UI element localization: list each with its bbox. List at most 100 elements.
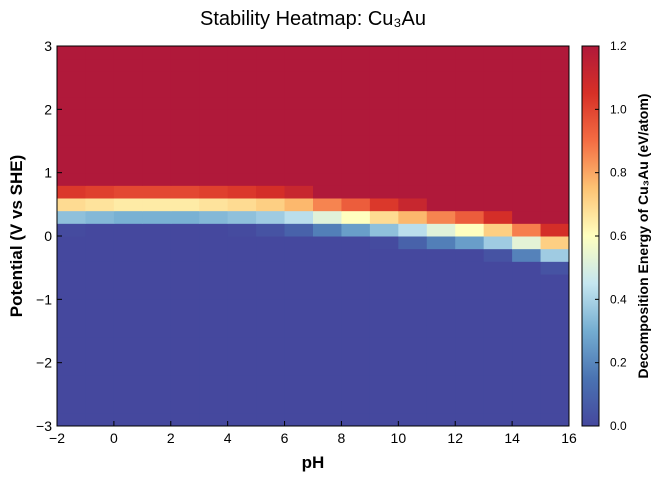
heatmap-cell	[341, 210, 371, 224]
heatmap-cell	[540, 198, 570, 212]
heatmap-cell	[284, 312, 314, 326]
heatmap-cell	[398, 172, 428, 186]
heatmap-cell	[369, 58, 399, 72]
colorbar-tick-label: 0.6	[610, 229, 627, 243]
heatmap-cell	[227, 160, 257, 174]
heatmap-cell	[455, 109, 485, 123]
heatmap-cell	[313, 274, 342, 288]
heatmap-cell	[142, 185, 172, 199]
heatmap-cell	[398, 198, 428, 212]
heatmap-cell	[284, 299, 314, 313]
heatmap-cell	[540, 248, 570, 262]
heatmap-cell	[256, 375, 286, 389]
heatmap-cell	[483, 96, 513, 110]
heatmap-cell	[256, 312, 286, 326]
heatmap-cell	[540, 185, 570, 199]
heatmap-cell	[369, 350, 399, 364]
heatmap-cell	[227, 324, 257, 338]
heatmap-cell	[170, 388, 200, 402]
heatmap-cell	[369, 236, 399, 250]
heatmap-cell	[85, 147, 115, 161]
heatmap-cell	[170, 122, 200, 136]
heatmap-cell	[113, 223, 143, 237]
heatmap-cell	[398, 375, 428, 389]
heatmap-cell	[455, 350, 485, 364]
heatmap-cell	[199, 286, 229, 300]
heatmap-cell	[284, 122, 314, 136]
heatmap-cell	[483, 362, 513, 376]
heatmap-cell	[85, 210, 115, 224]
heatmap-cell	[540, 337, 570, 351]
heatmap-cell	[512, 58, 542, 72]
heatmap-cell	[142, 58, 172, 72]
heatmap-cell	[227, 312, 257, 326]
heatmap-cell	[398, 134, 428, 148]
heatmap-cell	[540, 312, 570, 326]
heatmap-cell	[113, 185, 143, 199]
heatmap-cell	[483, 350, 513, 364]
heatmap-cell	[113, 160, 143, 174]
heatmap-cell	[341, 286, 371, 300]
heatmap-cell	[256, 198, 286, 212]
heatmap-cell	[341, 236, 371, 250]
heatmap-cell	[426, 46, 456, 60]
heatmap-cell	[483, 248, 513, 262]
heatmap-cell	[199, 185, 229, 199]
heatmap-cell	[455, 362, 485, 376]
heatmap-cell	[540, 324, 570, 338]
heatmap-cell	[227, 248, 257, 262]
heatmap-cell	[540, 96, 570, 110]
heatmap-cell	[398, 223, 428, 237]
heatmap-cell	[113, 400, 143, 414]
heatmap-cell	[85, 185, 115, 199]
heatmap-cell	[199, 147, 229, 161]
heatmap-cell	[142, 286, 172, 300]
heatmap-cell	[398, 261, 428, 275]
heatmap-cell	[398, 185, 428, 199]
heatmap-cell	[369, 84, 399, 98]
heatmap-cell	[256, 362, 286, 376]
heatmap-cell	[426, 147, 456, 161]
x-tick-label: 4	[224, 430, 232, 446]
heatmap-cell	[85, 413, 115, 427]
heatmap-cell	[284, 185, 314, 199]
heatmap-cell	[85, 172, 115, 186]
heatmap-cell	[512, 134, 542, 148]
heatmap-cell	[341, 147, 371, 161]
heatmap-cell	[540, 147, 570, 161]
heatmap-cell	[227, 84, 257, 98]
heatmap-cell	[341, 248, 371, 262]
heatmap-cell	[483, 261, 513, 275]
heatmap-cell	[455, 96, 485, 110]
heatmap-cell	[284, 388, 314, 402]
heatmap-cell	[142, 46, 172, 60]
heatmap-cell	[284, 375, 314, 389]
heatmap-cell	[284, 109, 314, 123]
heatmap-cell	[398, 147, 428, 161]
heatmap-cell	[369, 312, 399, 326]
heatmap-cell	[199, 210, 229, 224]
heatmap-cell	[284, 362, 314, 376]
heatmap-cell	[227, 172, 257, 186]
heatmap-cell	[170, 236, 200, 250]
heatmap-cell	[113, 122, 143, 136]
heatmap-cell	[256, 58, 286, 72]
heatmap-cell	[170, 248, 200, 262]
heatmap-cell	[369, 185, 399, 199]
heatmap-cell	[57, 96, 86, 110]
heatmap-cell	[341, 84, 371, 98]
heatmap-cell	[170, 198, 200, 212]
heatmap-cell	[199, 400, 229, 414]
heatmap-cell	[57, 223, 86, 237]
x-tick-label: 6	[281, 430, 289, 446]
heatmap-cell	[313, 236, 342, 250]
heatmap-cell	[341, 122, 371, 136]
heatmap-cell	[426, 375, 456, 389]
heatmap-cell	[398, 84, 428, 98]
heatmap-cell	[455, 375, 485, 389]
heatmap-cell	[256, 134, 286, 148]
heatmap-cell	[57, 274, 86, 288]
y-tick-label: 3	[44, 38, 52, 54]
heatmap-cell	[341, 413, 371, 427]
heatmap-cell	[483, 299, 513, 313]
